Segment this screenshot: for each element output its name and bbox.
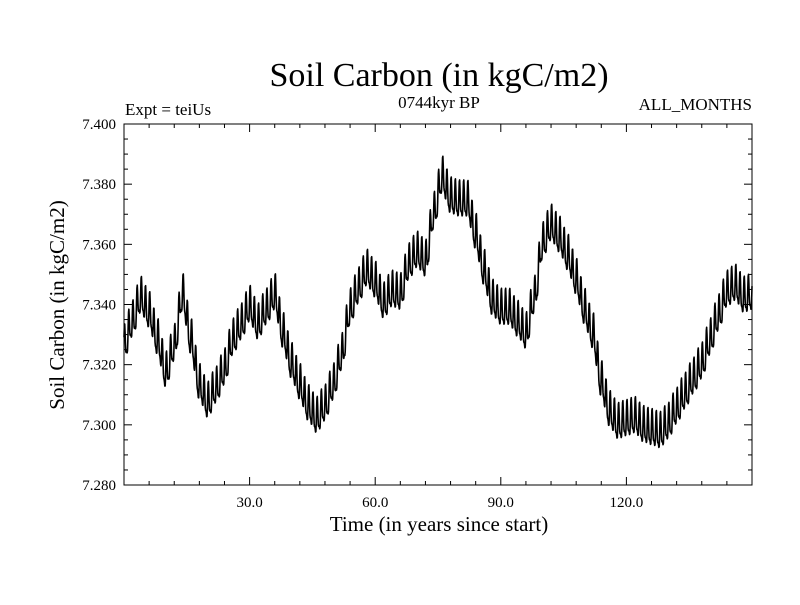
- series-line-soil-carbon: [123, 155, 753, 449]
- plot-area: 7.280 7.300 7.320 7.340 7.360 7.380 7.400 30.0 6…: [82, 117, 753, 511]
- y-tick-label: 7.340: [82, 298, 116, 314]
- x-axis-label: Time (in years since start): [330, 512, 549, 536]
- y-tick-label: 7.300: [82, 418, 116, 434]
- x-tick-label: 120.0: [610, 495, 644, 511]
- chart-title: Soil Carbon (in kgC/m2): [269, 57, 608, 94]
- y-tick-label: 7.380: [82, 177, 116, 193]
- y-tick-label: 7.320: [82, 358, 116, 374]
- experiment-label: Expt = teiUs: [125, 100, 211, 119]
- x-tick-label: 60.0: [362, 495, 388, 511]
- y-tick-label: 7.400: [82, 117, 116, 133]
- x-tick-label: 90.0: [488, 495, 514, 511]
- period-label: 0744kyr BP: [398, 93, 480, 112]
- y-tick-label: 7.360: [82, 237, 116, 253]
- x-tick-label: 30.0: [236, 495, 262, 511]
- y-axis-label: Soil Carbon (in kgC/m2): [45, 200, 69, 409]
- months-label: ALL_MONTHS: [639, 95, 752, 114]
- y-tick-label: 7.280: [82, 478, 116, 494]
